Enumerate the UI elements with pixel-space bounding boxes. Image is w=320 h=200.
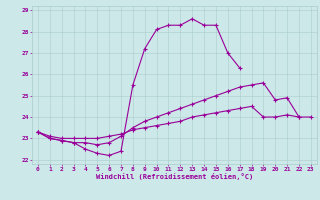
X-axis label: Windchill (Refroidissement éolien,°C): Windchill (Refroidissement éolien,°C) [96, 173, 253, 180]
